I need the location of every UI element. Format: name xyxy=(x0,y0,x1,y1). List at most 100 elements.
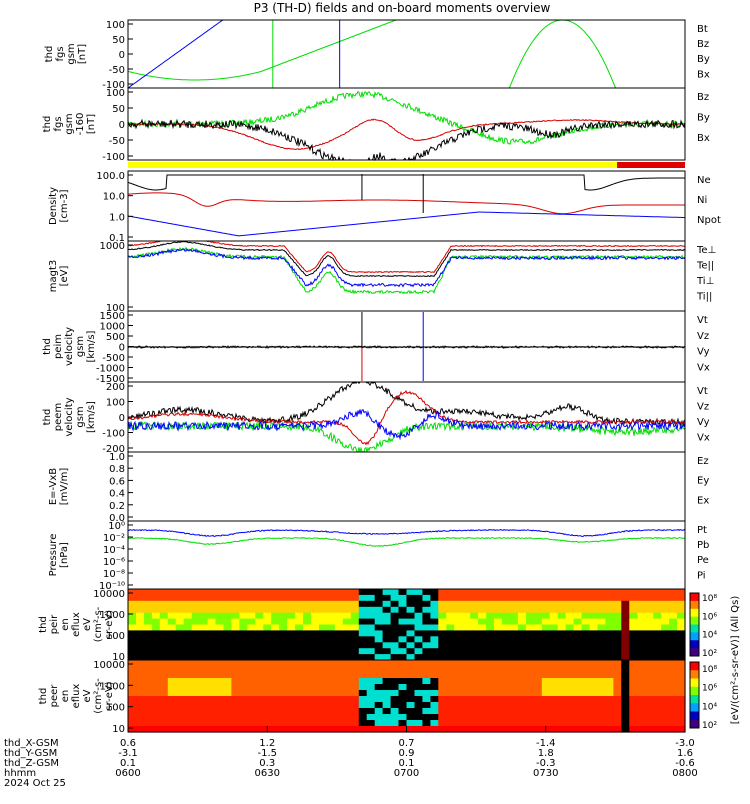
spectro-cell xyxy=(326,624,336,631)
spectro-cell xyxy=(207,630,217,637)
spectro-cell xyxy=(557,684,567,691)
spectro-cell xyxy=(502,726,511,733)
spectro-cell xyxy=(486,654,495,661)
series-pe xyxy=(127,536,686,547)
spectro-cell xyxy=(263,612,272,620)
spectro-cell xyxy=(597,654,607,661)
spectro-cell xyxy=(295,618,304,626)
spectro-cell xyxy=(136,654,145,661)
spectro-cell xyxy=(605,589,614,596)
spectro-cell xyxy=(136,648,145,655)
spectro-cell xyxy=(406,672,416,679)
spectro-cell xyxy=(573,672,583,679)
spectro-cell xyxy=(478,708,487,715)
spectro-cell xyxy=(414,678,424,685)
spectro-cell xyxy=(494,654,503,661)
spectro-cell xyxy=(486,612,495,620)
spectro-cell xyxy=(502,654,511,661)
spectro-cell xyxy=(533,660,543,667)
spectro-cell xyxy=(470,696,479,703)
spectro-cell xyxy=(502,606,511,614)
spectro-cell xyxy=(525,606,535,614)
x-tick-label: 0.6 xyxy=(120,738,136,749)
legend-Ni: Ni xyxy=(697,195,707,206)
spectro-cell xyxy=(549,672,559,679)
x-tick-label: 0700 xyxy=(394,768,419,779)
spectro-cell xyxy=(661,589,670,596)
spectro-cell xyxy=(326,600,336,608)
spectro-cell xyxy=(637,612,646,620)
spectro-cell xyxy=(589,684,599,691)
spectro-cell xyxy=(517,589,527,596)
spectro-cell xyxy=(509,708,519,715)
spectro-cell xyxy=(279,630,288,637)
spectro-cell xyxy=(128,624,137,631)
spectro-cell xyxy=(374,654,384,661)
spectro-cell xyxy=(215,684,225,691)
spectro-cell xyxy=(231,672,240,679)
spectro-cell xyxy=(525,624,535,631)
spectro-cell xyxy=(557,690,567,697)
spectro-cell xyxy=(637,672,646,679)
spectro-cell xyxy=(621,589,630,596)
spectro-cell xyxy=(669,600,678,608)
spectro-cell xyxy=(414,642,424,649)
legend-By: By xyxy=(697,54,710,65)
spectro-cell xyxy=(669,702,678,709)
spectro-cell xyxy=(239,630,248,637)
spectro-cell xyxy=(374,594,384,602)
y-tick-label: 100.0 xyxy=(96,171,125,182)
spectro-cell xyxy=(199,654,209,661)
legend-Vx: Vx xyxy=(697,362,710,373)
spectro-cell xyxy=(319,672,328,679)
spectro-cell xyxy=(637,606,646,614)
spectro-cell xyxy=(358,678,368,685)
spectro-cell xyxy=(629,666,638,673)
spectro-cell xyxy=(565,702,575,709)
spectro-cell xyxy=(422,660,431,667)
spectro-cell xyxy=(295,672,304,679)
spectro-cell xyxy=(478,690,487,697)
spectro-cell xyxy=(279,654,288,661)
panel-frame xyxy=(127,451,686,522)
spectro-cell xyxy=(366,708,376,715)
y-axis-label: en xyxy=(60,690,71,703)
spectro-cell xyxy=(637,624,646,631)
spectro-cell xyxy=(231,696,240,703)
spectro-cell xyxy=(470,654,479,661)
spectro-cell xyxy=(303,726,312,733)
spectro-cell xyxy=(151,684,161,691)
spectro-cell xyxy=(358,684,368,691)
spectro-cell xyxy=(319,690,328,697)
spectro-cell xyxy=(629,708,638,715)
spectro-cell xyxy=(486,600,495,608)
spectro-cell xyxy=(533,708,543,715)
spectro-cell xyxy=(215,714,225,721)
spectro-cell xyxy=(517,606,527,614)
spectro-cell xyxy=(319,642,328,649)
spectro-cell xyxy=(247,708,256,715)
spectro-cell xyxy=(207,714,217,721)
spectro-cell xyxy=(653,672,662,679)
spectro-cell xyxy=(446,612,455,620)
spectro-cell xyxy=(470,684,479,691)
spectro-cell xyxy=(533,720,543,727)
spectro-cell xyxy=(605,696,614,703)
spectro-cell xyxy=(430,654,439,661)
colorbar-swatch xyxy=(690,678,699,688)
spectro-cell xyxy=(494,636,503,643)
spectro-cell xyxy=(255,720,264,727)
spectro-cell xyxy=(295,708,304,715)
spectro-cell xyxy=(167,678,177,685)
y-axis-label: thd xyxy=(42,409,53,426)
spectro-cell xyxy=(255,630,264,637)
spectro-cell xyxy=(175,720,185,727)
spectro-cell xyxy=(613,696,622,703)
spectro-cell xyxy=(223,594,233,602)
spectro-cell xyxy=(613,624,622,631)
spectro-cell xyxy=(406,720,416,727)
y-tick-label: 1000 xyxy=(100,681,125,692)
spectro-cell xyxy=(287,606,296,614)
spectro-cell xyxy=(382,684,392,691)
spectro-cell xyxy=(565,726,575,733)
